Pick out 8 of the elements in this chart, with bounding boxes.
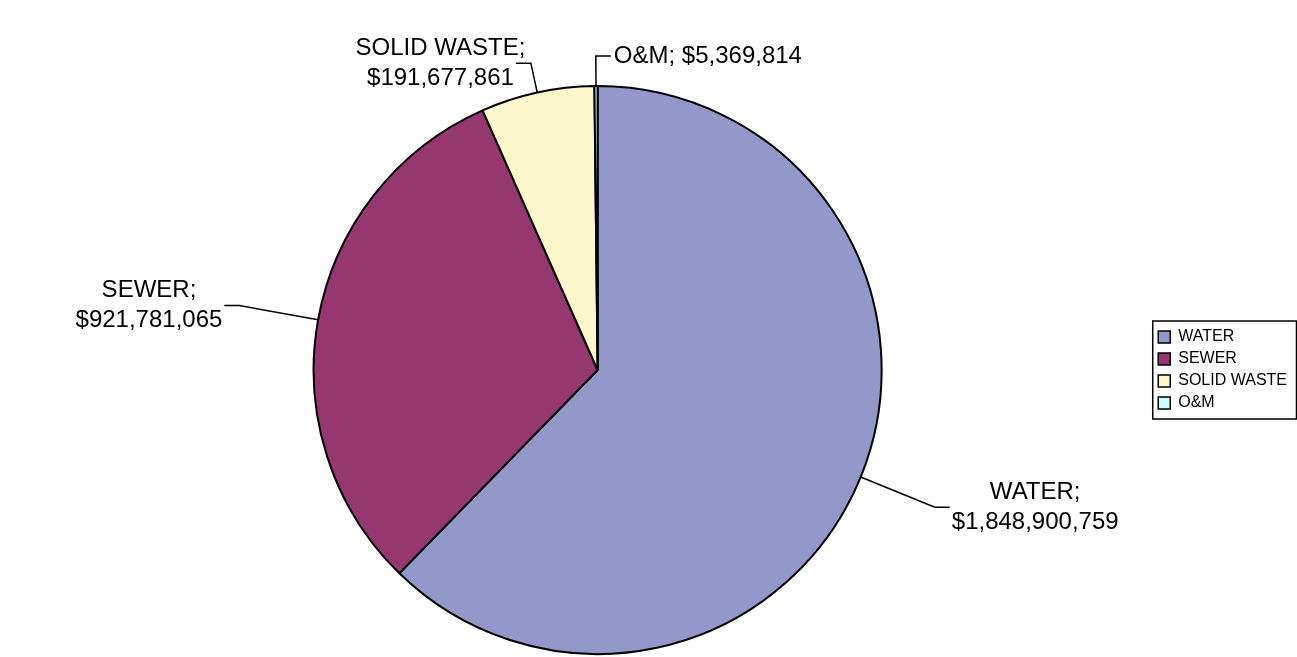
legend-label: SOLID WASTE — [1178, 371, 1288, 389]
data-label: WATER; $1,848,900,759 — [951, 476, 1119, 534]
legend-label: SEWER — [1178, 349, 1237, 367]
data-label: SEWER; $921,781,065 — [75, 275, 223, 333]
legend-label: WATER — [1178, 327, 1235, 345]
legend-label: O&M — [1178, 393, 1215, 411]
data-label: SOLID WASTE; $191,677,861 — [355, 32, 526, 90]
data-label: O&M; $5,369,814 — [613, 40, 802, 68]
